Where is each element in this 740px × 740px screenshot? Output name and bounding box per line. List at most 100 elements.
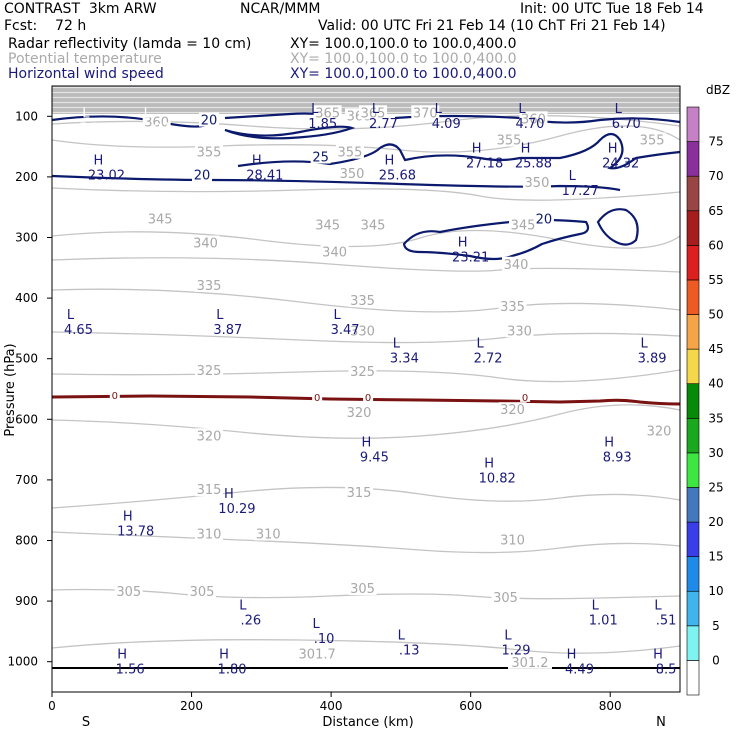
extremum-mark: H <box>472 142 482 157</box>
colorbar-swatch <box>686 314 700 350</box>
wind-label: 20 <box>194 169 211 184</box>
colorbar-swatch <box>686 417 700 454</box>
extremum-value: .26 <box>241 613 262 628</box>
extremum-mark: L <box>504 629 512 644</box>
colorbar-swatch <box>686 279 700 315</box>
zero-label: 0 <box>522 393 528 404</box>
theta-label: 325 <box>350 365 375 380</box>
wind-label: 20 <box>536 212 553 227</box>
extremum-mark: L <box>239 598 247 613</box>
theta-label: 335 <box>350 294 375 309</box>
freezing-level-line <box>51 394 681 406</box>
theta-label-bg <box>195 428 223 443</box>
theta-contour-310 <box>51 531 681 554</box>
colorbar-swatch <box>686 106 700 142</box>
theta-label: 345 <box>148 212 173 227</box>
field-name: Horizontal wind speed <box>8 66 164 82</box>
extremum-value: 10.82 <box>479 472 516 487</box>
colorbar-label: 25 <box>708 480 723 494</box>
high-low-labels: L5.37L5.07L1.85L2.77L4.09L4.70L6.70H27.1… <box>64 102 676 677</box>
theta-contour-300 <box>51 639 681 654</box>
extremum-value: 1.29 <box>502 644 531 659</box>
theta-label-bg <box>491 590 520 605</box>
extremum-mark: L <box>216 308 224 323</box>
extremum-value: 23.21 <box>452 250 489 265</box>
extremum-mark: L <box>435 102 443 117</box>
extremum-mark: H <box>484 457 494 472</box>
extremum-mark: L <box>476 337 484 352</box>
extremum-value: 3.87 <box>213 323 242 338</box>
theta-label-bg <box>345 405 374 420</box>
y-axis-label: Pressure (hPa) <box>3 343 18 436</box>
zero-label: 0 <box>365 393 371 404</box>
extremum-mark: H <box>123 509 133 524</box>
theta-label: 345 <box>361 218 386 233</box>
colorbar-label: 5 <box>712 619 720 633</box>
theta-label: 315 <box>197 483 222 498</box>
theta-label-bg <box>348 580 377 595</box>
theta-label: 335 <box>500 300 525 315</box>
theta-label: 325 <box>197 364 222 379</box>
wind-label: 20 <box>201 114 218 129</box>
extremum-value: 8.5 <box>656 663 677 678</box>
colorbar-label: 50 <box>708 308 723 322</box>
wind-contour-20 <box>596 208 639 246</box>
extremum-mark: H <box>361 435 371 450</box>
x-tick-label: 400 <box>320 699 343 713</box>
extremum-value: 4.09 <box>432 117 461 132</box>
theta-contour-345 <box>51 229 681 249</box>
y-tick-label: 600 <box>15 412 38 426</box>
extremum-mark: L <box>615 102 623 117</box>
theta-label-bg <box>348 293 377 308</box>
theta-label: 320 <box>647 424 672 439</box>
theta-label: 315 <box>347 486 372 501</box>
extremum-mark: H <box>458 235 468 250</box>
extremum-mark: H <box>252 154 262 169</box>
colorbar-label: 60 <box>708 238 723 252</box>
extremum-mark: L <box>333 308 341 323</box>
theta-label-bg <box>348 364 377 379</box>
x-tick-label: 200 <box>180 699 203 713</box>
theta-label-bg <box>507 654 552 669</box>
theta-label-bg <box>338 165 367 180</box>
colorbar-swatch <box>686 452 700 488</box>
extremum-mark: L <box>518 102 526 117</box>
theta-label: 340 <box>193 237 218 252</box>
wind-label: 25 <box>312 151 329 166</box>
theta-label: 370 <box>413 106 438 121</box>
theta-label: 355 <box>197 146 222 161</box>
extremum-mark: H <box>224 487 234 502</box>
theta-label: 335 <box>197 279 222 294</box>
theta-label-bg <box>191 235 220 250</box>
theta-label-bg <box>411 105 440 120</box>
theta-label-bg <box>519 111 548 126</box>
theta-labels: 3603603603653653703553553553553503503453… <box>114 105 674 671</box>
colorbar-unit: dBZ <box>706 83 730 97</box>
colorbar-label: 75 <box>708 135 723 149</box>
colorbar-swatch <box>686 487 700 523</box>
extremum-value: 2.77 <box>369 117 398 132</box>
theta-label: 305 <box>350 582 375 597</box>
extremum-value: 28.41 <box>246 169 283 184</box>
theta-label: 330 <box>507 324 532 339</box>
zero-label-bg <box>312 390 323 402</box>
theta-label: 355 <box>338 146 363 161</box>
y-axis: 100 200 300 400 500 600 700 800 900 1000 <box>7 109 52 669</box>
chart-title: CONTRAST 3km ARW <box>4 1 157 17</box>
theta-label-bg <box>195 144 223 159</box>
wind-label-bg <box>310 149 331 164</box>
extremum-value: 4.65 <box>64 323 93 338</box>
theta-label: 345 <box>315 218 340 233</box>
x-axis-label: Distance (km) <box>322 715 413 730</box>
theta-label-bg <box>358 105 387 120</box>
theta-label-bg <box>146 211 175 226</box>
y-tick-label: 400 <box>15 291 38 305</box>
extremum-mark: H <box>521 142 531 157</box>
y-tick-label: 300 <box>15 231 38 245</box>
colorbar-swatch <box>686 660 700 696</box>
theta-label: 320 <box>347 406 372 421</box>
y-tick-label: 1000 <box>7 655 38 669</box>
colorbar-label: 35 <box>708 411 723 425</box>
extremum-value: 6.70 <box>612 117 641 132</box>
